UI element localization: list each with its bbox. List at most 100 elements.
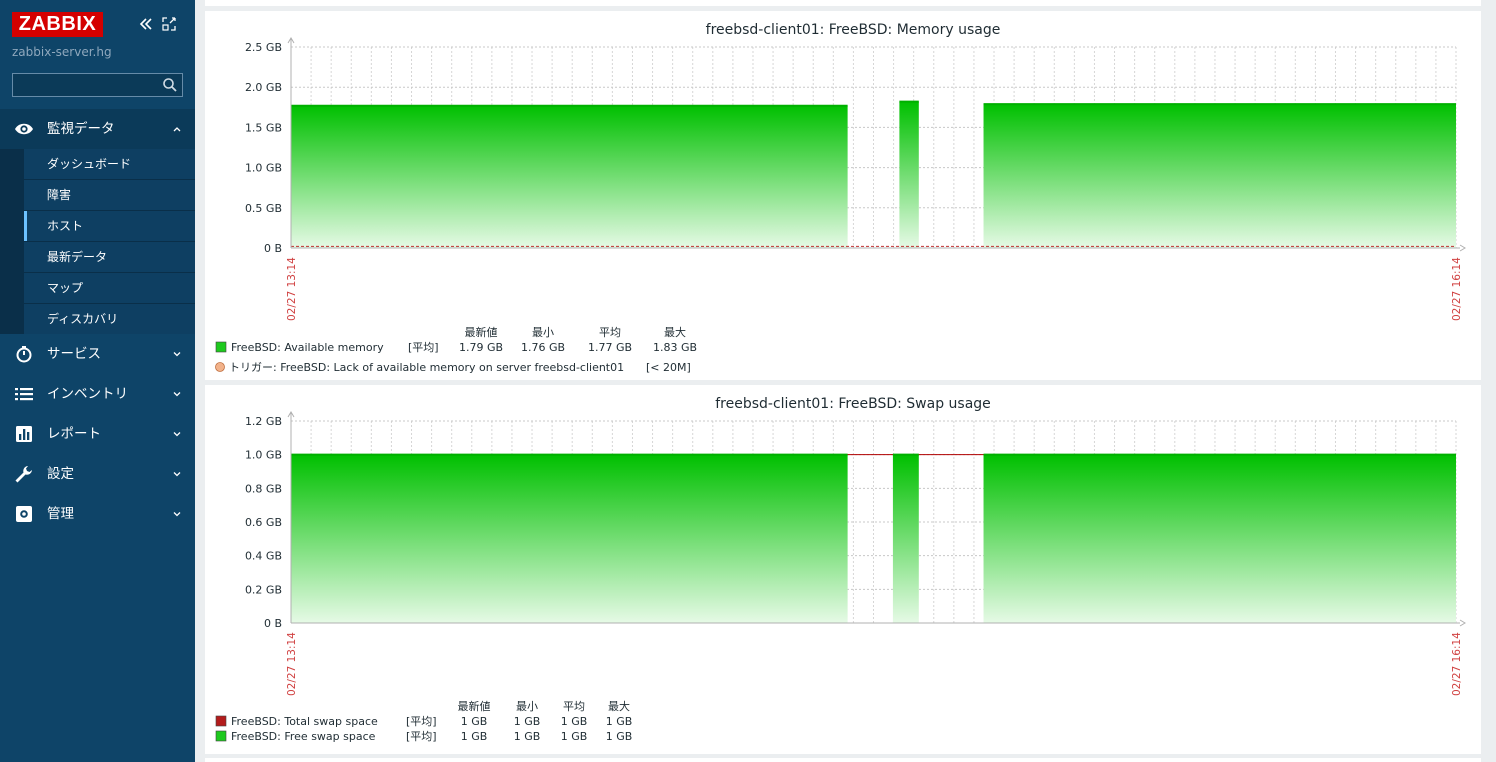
menu-monitoring[interactable]: 監視データ bbox=[0, 109, 195, 149]
x-axis-arrow bbox=[1459, 619, 1466, 627]
submenu-problems[interactable]: 障害 bbox=[24, 180, 195, 210]
previous-graph-panel-edge bbox=[205, 0, 1481, 6]
main-content: freebsd-client01: FreeBSD: Memory usage 2… bbox=[195, 0, 1496, 762]
menu-services[interactable]: サービス bbox=[0, 334, 195, 374]
submenu-hosts[interactable]: ホスト bbox=[24, 211, 195, 241]
legend-value-max: 1 GB bbox=[606, 730, 633, 743]
area-segment bbox=[291, 454, 848, 623]
legend-series-name: FreeBSD: Free swap space bbox=[231, 730, 376, 743]
legend-value-min: 1.76 GB bbox=[521, 341, 565, 354]
submenu-discovery[interactable]: ディスカバリ bbox=[24, 304, 195, 334]
y-tick-label: 0.4 GB bbox=[245, 550, 282, 563]
menu-reports-label: レポート bbox=[47, 426, 101, 442]
legend-series-name: FreeBSD: Available memory bbox=[231, 341, 384, 354]
legend-value-last: 1 GB bbox=[461, 715, 488, 728]
legend-value-max: 1 GB bbox=[606, 715, 633, 728]
y-tick-label: 0.6 GB bbox=[245, 516, 282, 529]
menu-inventory[interactable]: インベントリ bbox=[0, 374, 195, 414]
y-tick-label: 2.0 GB bbox=[245, 81, 282, 94]
legend-value-max: 1.83 GB bbox=[653, 341, 697, 354]
legend-value-avg: 1 GB bbox=[561, 715, 588, 728]
legend-column-header: 平均 bbox=[599, 326, 621, 339]
menu-administration-label: 管理 bbox=[47, 506, 74, 522]
y-tick-label: 2.5 GB bbox=[245, 41, 282, 54]
menu-administration[interactable]: 管理 bbox=[0, 494, 195, 534]
y-tick-label: 1.0 GB bbox=[245, 449, 282, 462]
fullscreen-icon bbox=[162, 17, 176, 31]
legend-function: [平均] bbox=[408, 341, 439, 354]
search-icon[interactable] bbox=[162, 77, 178, 93]
legend-function: [平均] bbox=[406, 715, 437, 728]
x-axis-time-label: 02/27 16:14 bbox=[1451, 632, 1463, 696]
legend-column-header: 最大 bbox=[664, 325, 686, 339]
eye-icon bbox=[15, 123, 33, 135]
legend-value-min: 1 GB bbox=[514, 730, 541, 743]
memory-usage-graph[interactable]: freebsd-client01: FreeBSD: Memory usage 2… bbox=[205, 11, 1481, 380]
monitoring-submenu: ダッシュボード 障害 ホスト 最新データ マップ ディスカバリ bbox=[0, 149, 195, 334]
legend-column-header: 最新値 bbox=[465, 325, 498, 339]
legend-color-swatch bbox=[215, 730, 227, 742]
double-chevron-left-icon bbox=[139, 18, 152, 30]
menu-configuration[interactable]: 設定 bbox=[0, 454, 195, 494]
legend-column-header: 最新値 bbox=[458, 699, 491, 713]
swap-usage-graph[interactable]: freebsd-client01: FreeBSD: Swap usage 1.2… bbox=[205, 385, 1481, 754]
legend-trigger-condition: [< 20M] bbox=[646, 361, 691, 374]
chevron-down-icon bbox=[173, 432, 181, 437]
legend-column-header: 最小 bbox=[516, 700, 538, 713]
bar-chart-icon bbox=[16, 426, 32, 442]
graph-title: freebsd-client01: FreeBSD: Swap usage bbox=[715, 396, 991, 412]
menu-inventory-label: インベントリ bbox=[47, 386, 128, 402]
x-axis-time-label: 02/27 16:14 bbox=[1451, 257, 1463, 321]
legend-series-name: FreeBSD: Total swap space bbox=[231, 715, 378, 728]
wrench-icon bbox=[15, 466, 32, 483]
chevron-up-icon bbox=[173, 127, 181, 132]
kiosk-mode-button[interactable] bbox=[162, 16, 178, 32]
submenu-dashboard[interactable]: ダッシュボード bbox=[24, 149, 195, 179]
y-axis-arrow bbox=[287, 411, 295, 418]
legend-value-avg: 1.77 GB bbox=[588, 341, 632, 354]
zabbix-logo[interactable]: ZABBIX bbox=[12, 12, 103, 37]
y-tick-label: 0.2 GB bbox=[245, 583, 282, 596]
menu-monitoring-label: 監視データ bbox=[47, 121, 115, 137]
area-segment bbox=[892, 454, 919, 623]
chevron-down-icon bbox=[173, 512, 181, 517]
submenu-maps[interactable]: マップ bbox=[24, 273, 195, 303]
legend-value-last: 1 GB bbox=[461, 730, 488, 743]
chevron-down-icon bbox=[173, 392, 181, 397]
menu-services-label: サービス bbox=[47, 346, 101, 362]
x-axis-time-label: 02/27 13:14 bbox=[286, 632, 298, 696]
legend-color-swatch bbox=[215, 715, 227, 727]
sidebar: ZABBIX zabbix-server.hg 監視データ ダッシュボード 障害… bbox=[0, 0, 195, 762]
y-axis-arrow bbox=[287, 37, 295, 44]
legend-column-header: 最小 bbox=[532, 326, 554, 339]
area-segment bbox=[983, 454, 1456, 623]
legend-value-avg: 1 GB bbox=[561, 730, 588, 743]
y-tick-label: 0.5 GB bbox=[245, 202, 282, 215]
legend-column-header: 最大 bbox=[608, 699, 630, 713]
legend-color-swatch bbox=[215, 341, 227, 353]
y-tick-label: 0 B bbox=[264, 617, 282, 630]
stopwatch-icon bbox=[16, 346, 32, 363]
search-input[interactable] bbox=[13, 74, 158, 96]
memory-usage-graph-panel: freebsd-client01: FreeBSD: Memory usage 2… bbox=[205, 11, 1481, 380]
chevron-down-icon bbox=[173, 352, 181, 357]
collapse-sidebar-button[interactable] bbox=[138, 16, 156, 34]
legend-function: [平均] bbox=[406, 730, 437, 743]
submenu-latest-data[interactable]: 最新データ bbox=[24, 242, 195, 272]
menu-reports[interactable]: レポート bbox=[0, 414, 195, 454]
legend-trigger-text: トリガー: FreeBSD: Lack of available memory … bbox=[229, 361, 624, 374]
y-tick-label: 0 B bbox=[264, 242, 282, 255]
x-axis-time-label: 02/27 13:14 bbox=[286, 257, 298, 321]
trigger-indicator-icon bbox=[215, 362, 225, 372]
graph-title: freebsd-client01: FreeBSD: Memory usage bbox=[706, 22, 1001, 38]
server-name: zabbix-server.hg bbox=[12, 45, 112, 59]
area-segment bbox=[983, 104, 1456, 248]
chevron-down-icon bbox=[173, 472, 181, 477]
list-icon bbox=[15, 388, 33, 401]
next-graph-panel-edge bbox=[205, 758, 1481, 762]
gear-icon bbox=[16, 506, 32, 522]
legend-value-min: 1 GB bbox=[514, 715, 541, 728]
legend-column-header: 平均 bbox=[563, 700, 585, 713]
y-tick-label: 1.5 GB bbox=[245, 121, 282, 134]
y-tick-label: 0.8 GB bbox=[245, 482, 282, 495]
